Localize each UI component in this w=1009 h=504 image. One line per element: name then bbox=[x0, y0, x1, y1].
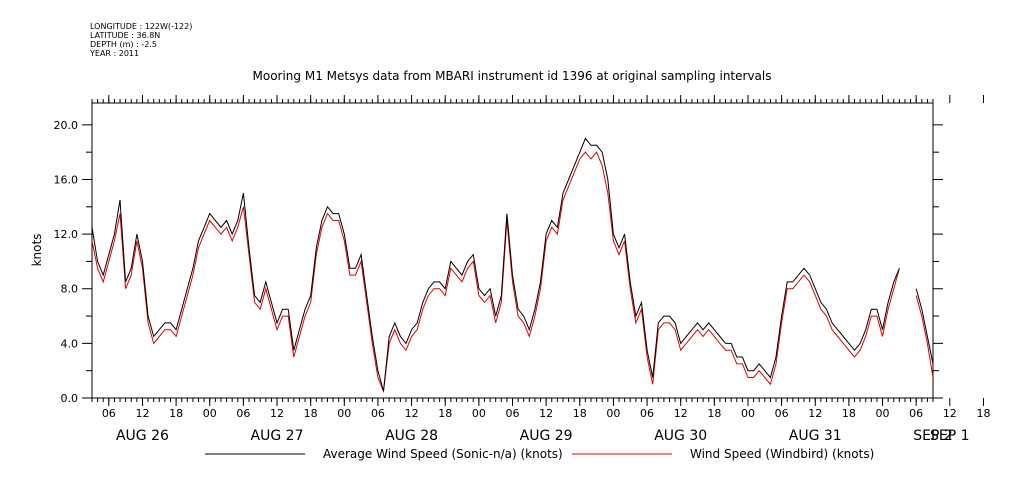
x-tick-label: 00 bbox=[876, 407, 890, 420]
y-tick-label: 8.0 bbox=[61, 283, 79, 296]
x-tick-label: 18 bbox=[438, 407, 452, 420]
x-tick-label: 06 bbox=[909, 407, 923, 420]
x-tick-label: 00 bbox=[741, 407, 755, 420]
x-tick-label: 18 bbox=[976, 407, 990, 420]
x-tick-label: 06 bbox=[775, 407, 789, 420]
x-date-label: AUG 26 bbox=[116, 428, 169, 444]
x-tick-label: 06 bbox=[506, 407, 520, 420]
depth-label: DEPTH (m) : -2.5 bbox=[90, 40, 157, 49]
x-tick-label: 00 bbox=[203, 407, 217, 420]
axis-ticks bbox=[82, 95, 984, 406]
x-tick-label: 18 bbox=[304, 407, 318, 420]
longitude-label: LONGITUDE : 122W(-122) bbox=[90, 22, 193, 31]
x-tick-label: 12 bbox=[808, 407, 822, 420]
legend-label-windbird: Wind Speed (Windbird) (knots) bbox=[690, 447, 874, 461]
x-tick-label: 12 bbox=[674, 407, 688, 420]
x-tick-label: 00 bbox=[606, 407, 620, 420]
x-date-label: SEP 1 bbox=[930, 428, 970, 444]
x-tick-label: 12 bbox=[135, 407, 149, 420]
y-tick-label: 12.0 bbox=[54, 228, 79, 241]
y-axis-label: knots bbox=[30, 234, 44, 267]
x-tick-label: 06 bbox=[236, 407, 250, 420]
x-tick-label: 12 bbox=[943, 407, 957, 420]
x-tick-label: 18 bbox=[707, 407, 721, 420]
y-tick-label: 20.0 bbox=[54, 119, 79, 132]
legend: Average Wind Speed (Sonic-n/a) (knots) W… bbox=[205, 447, 874, 461]
x-tick-label: 06 bbox=[371, 407, 385, 420]
x-tick-label: 12 bbox=[539, 407, 553, 420]
x-date-label: AUG 30 bbox=[654, 428, 707, 444]
x-tick-label: 12 bbox=[270, 407, 284, 420]
metadata-header: LONGITUDE : 122W(-122) LATITUDE : 36.8N … bbox=[90, 22, 192, 58]
x-date-label: AUG 27 bbox=[251, 428, 304, 444]
x-date-label: AUG 28 bbox=[385, 428, 438, 444]
series-line-windbird bbox=[91, 151, 934, 394]
y-tick-label: 4.0 bbox=[61, 337, 79, 350]
x-tick-label: 18 bbox=[842, 407, 856, 420]
x-tick-label: 18 bbox=[573, 407, 587, 420]
year-label: YEAR : 2011 bbox=[90, 49, 140, 58]
x-date-label: AUG 29 bbox=[520, 428, 573, 444]
y-tick-label: 16.0 bbox=[54, 173, 79, 186]
chart-title: Mooring M1 Metsys data from MBARI instru… bbox=[253, 69, 772, 83]
x-tick-label: 06 bbox=[640, 407, 654, 420]
legend-label-average-wind: Average Wind Speed (Sonic-n/a) (knots) bbox=[323, 447, 563, 461]
y-tick-label: 0.0 bbox=[61, 392, 79, 405]
series-lines bbox=[91, 137, 934, 394]
x-date-label: SEP 2 bbox=[913, 428, 953, 444]
x-tick-label: 12 bbox=[405, 407, 419, 420]
latitude-label: LATITUDE : 36.8N bbox=[90, 31, 161, 40]
x-date-label: AUG 31 bbox=[789, 428, 842, 444]
x-tick-label: 00 bbox=[337, 407, 351, 420]
x-tick-label: 06 bbox=[102, 407, 116, 420]
axis-tick-labels: 06 12 18 00 06 12 18 00 06 12 18 00 06 12 18 00 06 12 18 00… bbox=[54, 119, 991, 444]
x-tick-label: 00 bbox=[472, 407, 486, 420]
plot-frame bbox=[91, 102, 934, 399]
x-tick-label: 18 bbox=[169, 407, 183, 420]
series-line-average-wind bbox=[91, 137, 934, 392]
